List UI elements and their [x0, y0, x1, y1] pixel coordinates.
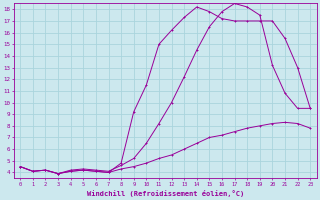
X-axis label: Windchill (Refroidissement éolien,°C): Windchill (Refroidissement éolien,°C): [87, 190, 244, 197]
